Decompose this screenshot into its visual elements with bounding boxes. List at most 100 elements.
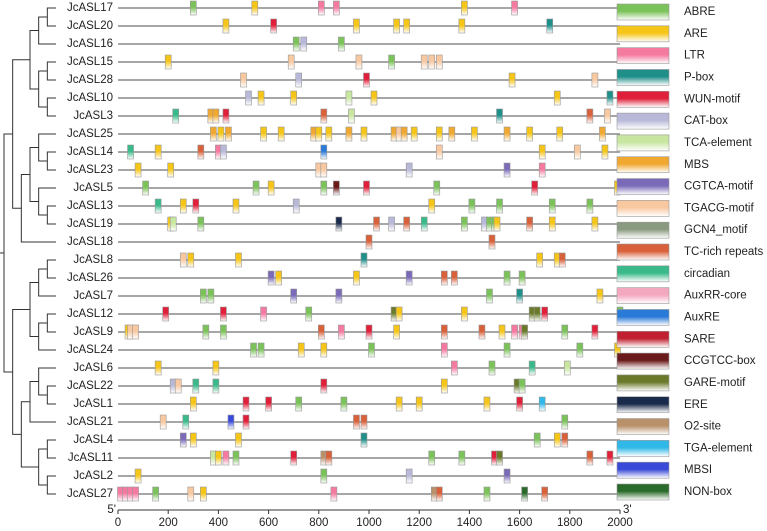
element-box: [368, 342, 375, 358]
legend-label: ERE: [684, 399, 708, 411]
element-box: [388, 54, 395, 70]
element-box: [604, 108, 611, 124]
element-box: [225, 126, 232, 142]
element-box: [451, 360, 458, 376]
legend-swatch: [616, 178, 670, 195]
x-tick-label: 1600: [507, 517, 533, 529]
gene-label: JcASL4: [73, 434, 113, 446]
element-box: [251, 0, 259, 16]
element-box: [152, 486, 159, 502]
tree-branch: [46, 475, 56, 495]
element-box: [563, 360, 571, 376]
element-box: [345, 90, 353, 106]
element-box: [232, 450, 240, 466]
element-box: [511, 324, 518, 340]
legend-label: MBSI: [684, 464, 712, 476]
element-box: [345, 126, 353, 142]
element-box: [518, 270, 526, 286]
legend-label: SARE: [684, 333, 716, 345]
element-box: [320, 108, 328, 124]
element-box: [468, 198, 476, 214]
legend-swatch: [616, 47, 670, 64]
element-box: [370, 90, 378, 106]
element-box: [242, 414, 250, 430]
element-box: [420, 216, 428, 232]
element-box: [410, 126, 418, 142]
element-box: [154, 198, 162, 214]
element-box: [190, 0, 197, 16]
legend-label: CGTCA-motif: [684, 181, 754, 193]
tree-branch: [3, 133, 13, 373]
element-box: [435, 54, 443, 70]
legend-swatch: [616, 352, 670, 370]
legend-label: ABRE: [684, 6, 716, 18]
element-box: [179, 198, 187, 214]
element-box: [305, 306, 313, 322]
element-box: [360, 126, 368, 142]
element-box: [212, 378, 220, 394]
gene-label: JcASL28: [67, 74, 113, 86]
gene-label: JcASL23: [67, 164, 113, 176]
element-box: [528, 360, 536, 376]
element-box: [172, 108, 180, 124]
legend-swatch: [616, 200, 670, 217]
element-box: [508, 72, 516, 88]
element-box: [134, 468, 142, 484]
element-box: [538, 144, 546, 160]
tree-branch: [46, 259, 56, 279]
element-box: [526, 216, 533, 232]
element-box: [548, 216, 556, 232]
element-box: [134, 162, 142, 178]
element-box: [315, 126, 323, 142]
element-box: [179, 252, 187, 268]
tree-branch: [29, 147, 39, 202]
element-box: [574, 144, 581, 160]
legend-swatch: [616, 287, 670, 304]
x-tick-label: 0: [115, 517, 121, 529]
tree-branch: [38, 16, 56, 45]
gene-label: JcASL16: [67, 38, 113, 50]
element-box: [601, 144, 609, 160]
element-box: [606, 90, 614, 106]
x-tick-label: 400: [209, 517, 228, 529]
legend-swatch: [616, 461, 670, 479]
element-box: [220, 324, 227, 340]
legend-swatch: [616, 25, 670, 43]
element-box: [295, 396, 303, 412]
legend-label: WUN-motif: [684, 93, 741, 105]
element-box: [488, 360, 496, 376]
element-box: [348, 108, 355, 124]
tree-branch: [29, 381, 56, 423]
gene-label: JcASL6: [73, 362, 113, 374]
legend-label: AuxRR-core: [684, 290, 747, 302]
tree-branch: [38, 268, 56, 297]
element-box: [435, 486, 443, 502]
element-box: [483, 396, 491, 412]
tree-branch: [46, 7, 56, 27]
legend-label: P-box: [684, 71, 714, 83]
gene-label: JcASL19: [67, 218, 113, 230]
element-box: [521, 324, 528, 340]
element-box: [461, 216, 468, 232]
start-label: 5': [107, 504, 116, 516]
element-box: [533, 306, 541, 322]
element-box: [320, 378, 328, 394]
element-box: [486, 288, 493, 304]
x-tick-label: 200: [159, 517, 178, 529]
element-box: [292, 198, 300, 214]
element-box: [471, 126, 478, 142]
legend-label: MBS: [684, 159, 709, 171]
legend-swatch: [616, 243, 670, 261]
element-box: [335, 216, 343, 232]
element-box: [320, 342, 328, 358]
element-box: [483, 486, 491, 502]
legend-label: O2-site: [684, 421, 721, 433]
element-box: [496, 198, 503, 214]
element-box: [538, 162, 546, 178]
element-box: [353, 414, 360, 430]
tree-branch: [46, 439, 56, 459]
tree-branch: [38, 70, 48, 108]
gene-label: JcASL5: [73, 182, 113, 194]
element-box: [591, 216, 599, 232]
element-box: [212, 108, 220, 124]
